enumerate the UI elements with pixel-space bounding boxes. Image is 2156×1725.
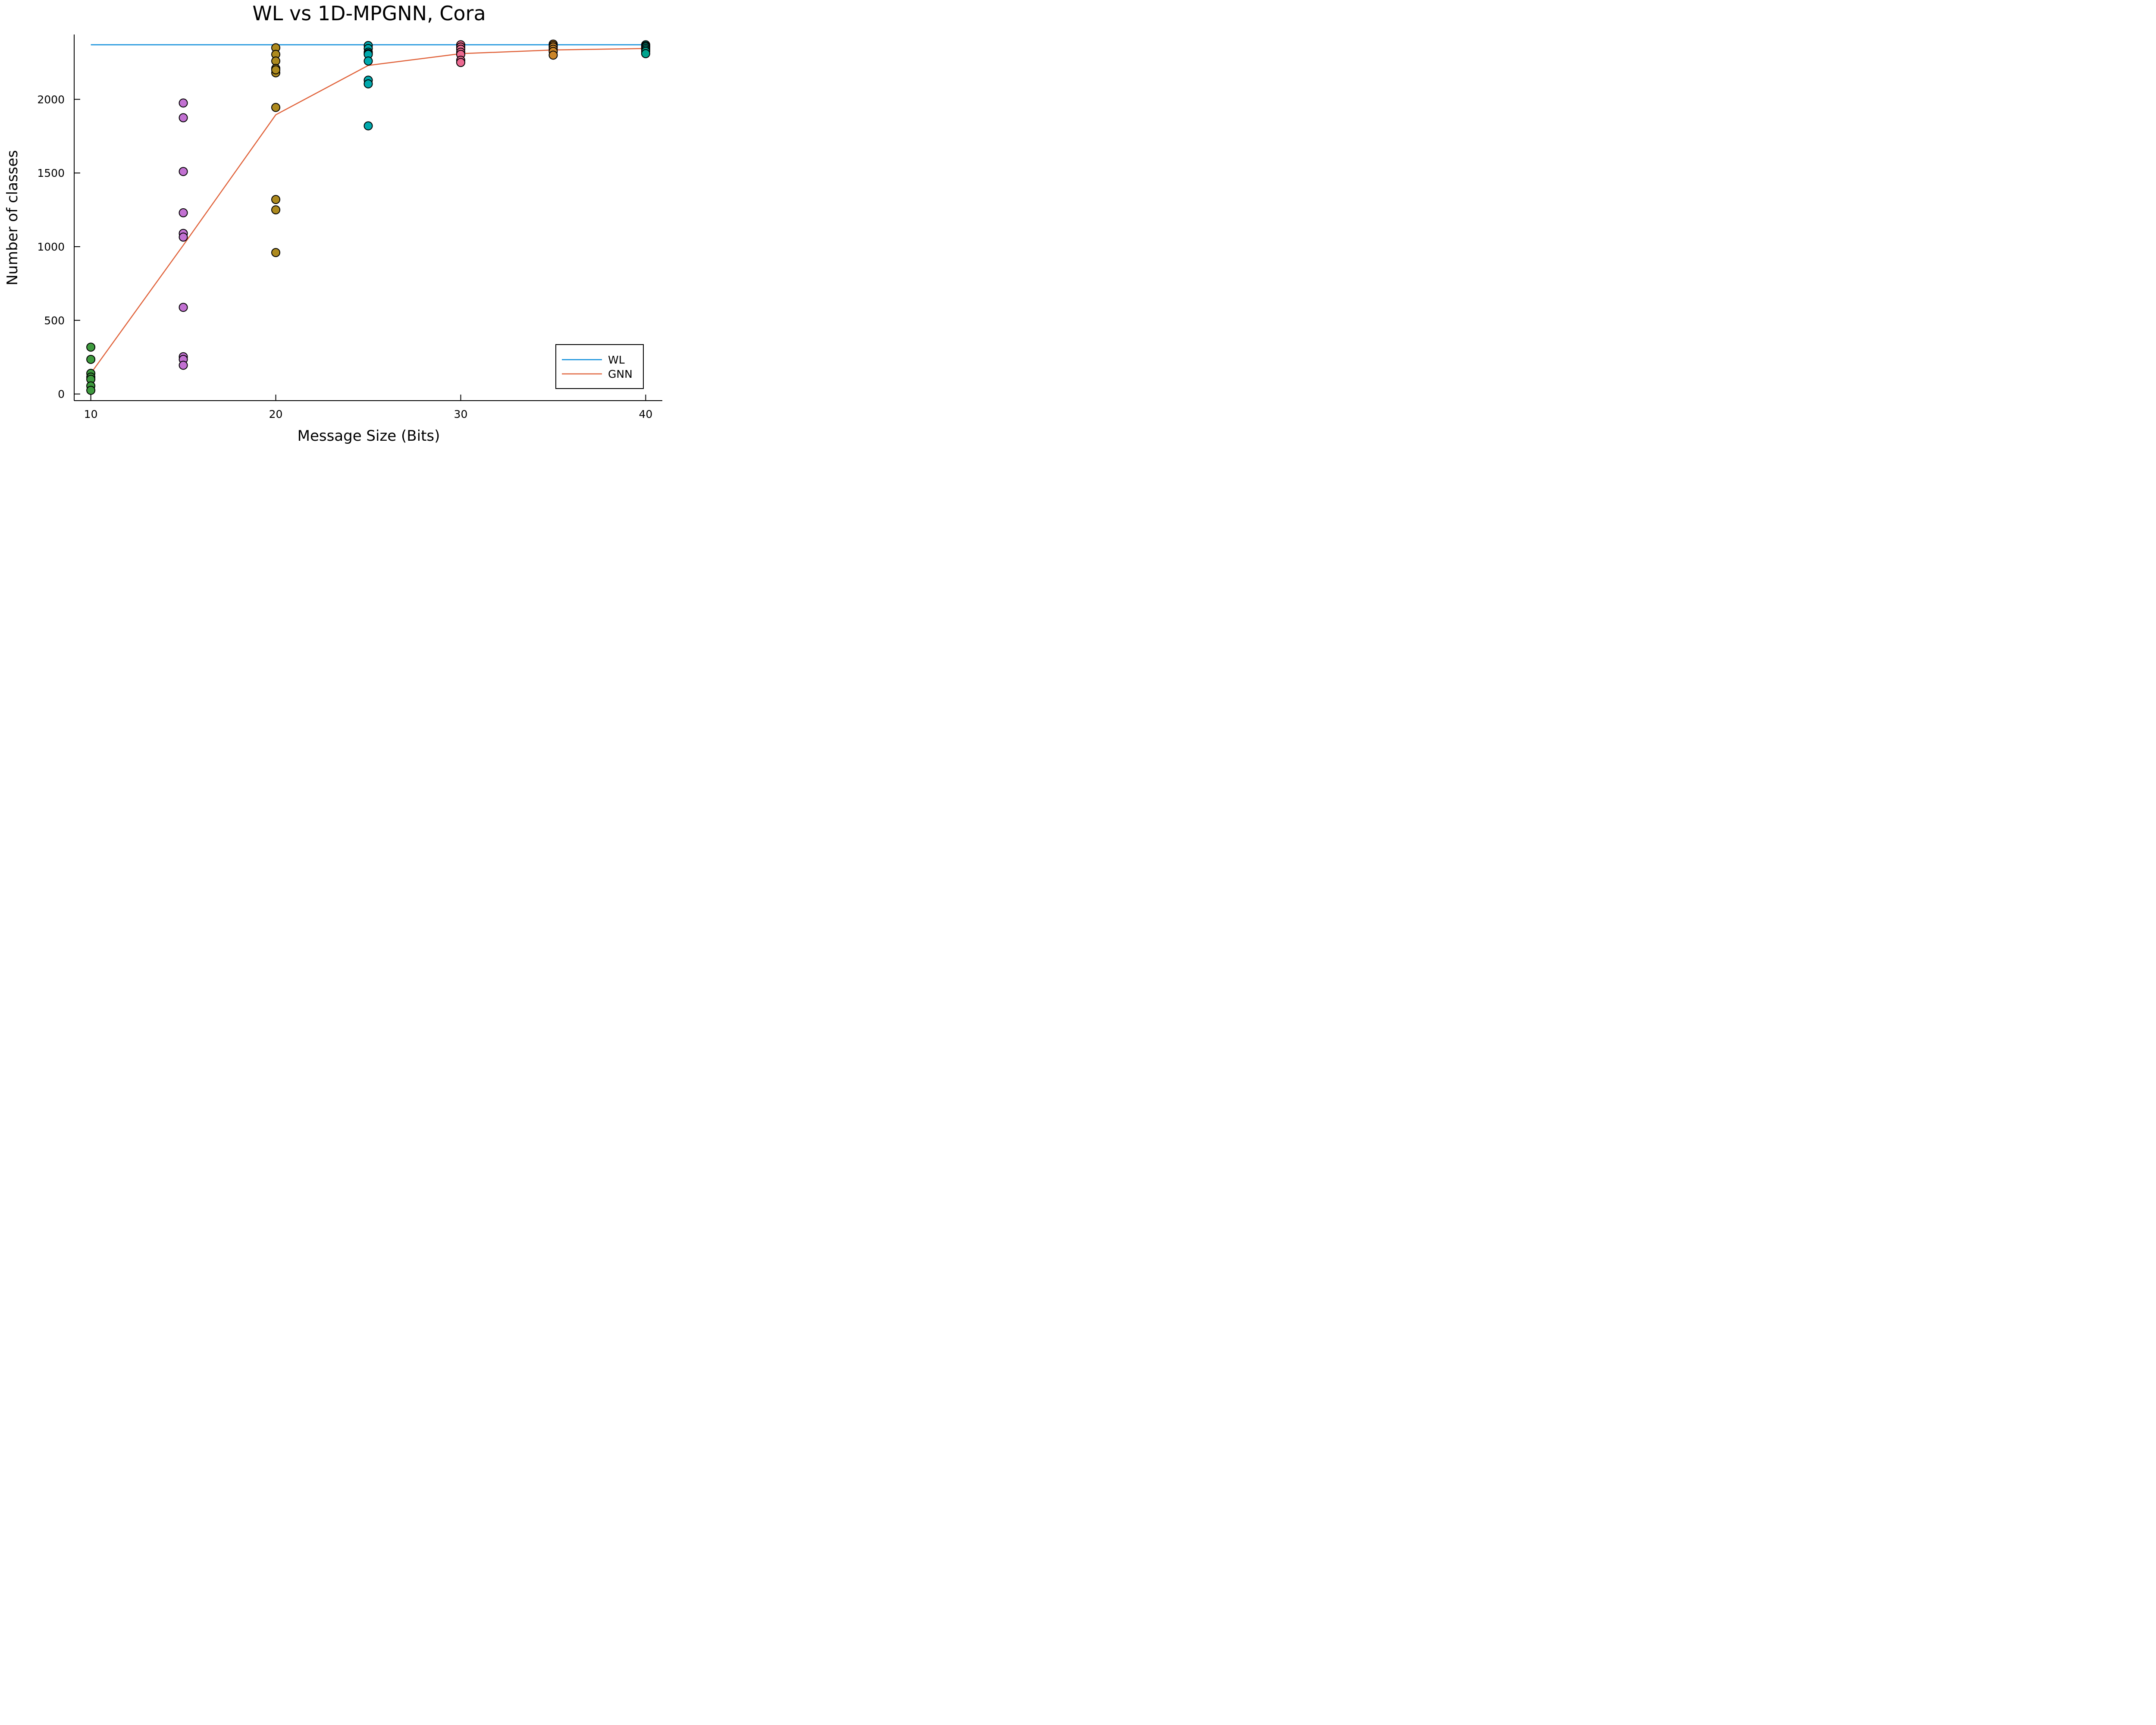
series-line-gnn [90,48,646,374]
scatter-point [86,386,96,395]
x-axis-label: Message Size (Bits) [298,427,440,445]
scatter-point [86,354,96,364]
y-tick-label: 2000 [37,93,65,106]
y-axis-label: Number of classes [4,150,21,285]
scatter-point [179,208,188,217]
chart-title: WL vs 1D-MPGNN, Cora [252,2,486,25]
scatter-point [364,79,373,88]
scatter-points [86,39,650,395]
scatter-point [179,232,188,242]
y-ticks: 0 500 1000 1500 2000 [37,93,80,401]
y-tick-label: 0 [58,388,65,401]
scatter-point [271,205,281,215]
x-tick-label: 30 [454,408,468,420]
scatter-point [179,113,188,122]
scatter-point [456,58,465,67]
series-lines [90,44,646,374]
x-tick-label: 40 [639,408,652,420]
x-tick-label: 10 [84,408,98,420]
axes [74,34,662,401]
y-tick-label: 1000 [37,241,65,253]
scatter-point [179,98,188,108]
scatter-point [271,65,281,75]
chart: WL vs 1D-MPGNN, Cora 10 20 30 40 0 500 1000 15… [4,2,662,445]
legend-box [555,344,644,389]
y-tick-label: 1500 [37,167,65,179]
scatter-point [179,303,188,312]
scatter-point [641,49,650,58]
legend-label-gnn: GNN [608,368,633,380]
scatter-point [86,342,96,352]
legend: WL GNN [555,344,644,389]
y-tick-label: 500 [44,314,65,327]
scatter-point [179,167,188,176]
x-ticks: 10 20 30 40 [84,395,652,420]
legend-label-wl: WL [608,354,625,366]
scatter-point [271,195,281,204]
x-tick-label: 20 [269,408,283,420]
scatter-point [364,56,373,66]
scatter-point [364,121,373,131]
scatter-point [179,361,188,370]
scatter-point [271,248,281,257]
scatter-point [548,50,558,60]
scatter-point [271,103,281,112]
